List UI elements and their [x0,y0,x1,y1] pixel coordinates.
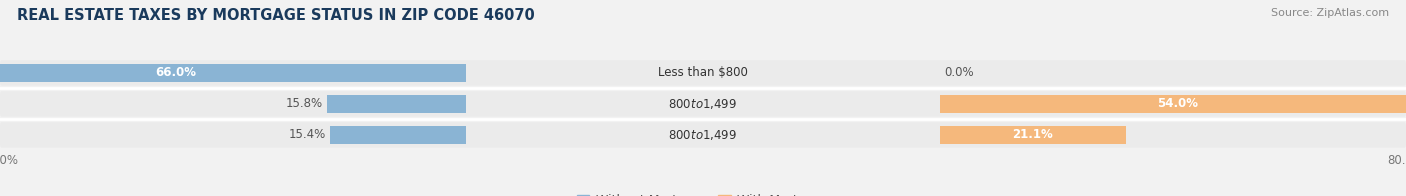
Bar [0,64,465,82]
Text: 21.1%: 21.1% [1012,128,1053,141]
Text: Source: ZipAtlas.com: Source: ZipAtlas.com [1271,8,1389,18]
FancyBboxPatch shape [0,122,1406,148]
Text: 15.8%: 15.8% [285,97,322,110]
Text: 66.0%: 66.0% [155,66,197,79]
Bar [941,95,1406,113]
Text: $800 to $1,499: $800 to $1,499 [668,97,738,111]
Text: 15.4%: 15.4% [288,128,326,141]
Bar [328,95,465,113]
Text: Less than $800: Less than $800 [658,66,748,79]
Text: $800 to $1,499: $800 to $1,499 [668,128,738,142]
Text: REAL ESTATE TAXES BY MORTGAGE STATUS IN ZIP CODE 46070: REAL ESTATE TAXES BY MORTGAGE STATUS IN … [17,8,534,23]
Legend: Without Mortgage, With Mortgage: Without Mortgage, With Mortgage [576,194,830,196]
FancyBboxPatch shape [0,91,1406,117]
Bar [941,126,1126,144]
Text: 54.0%: 54.0% [1157,97,1198,110]
Bar [330,126,465,144]
Text: 0.0%: 0.0% [945,66,974,79]
FancyBboxPatch shape [0,60,1406,86]
